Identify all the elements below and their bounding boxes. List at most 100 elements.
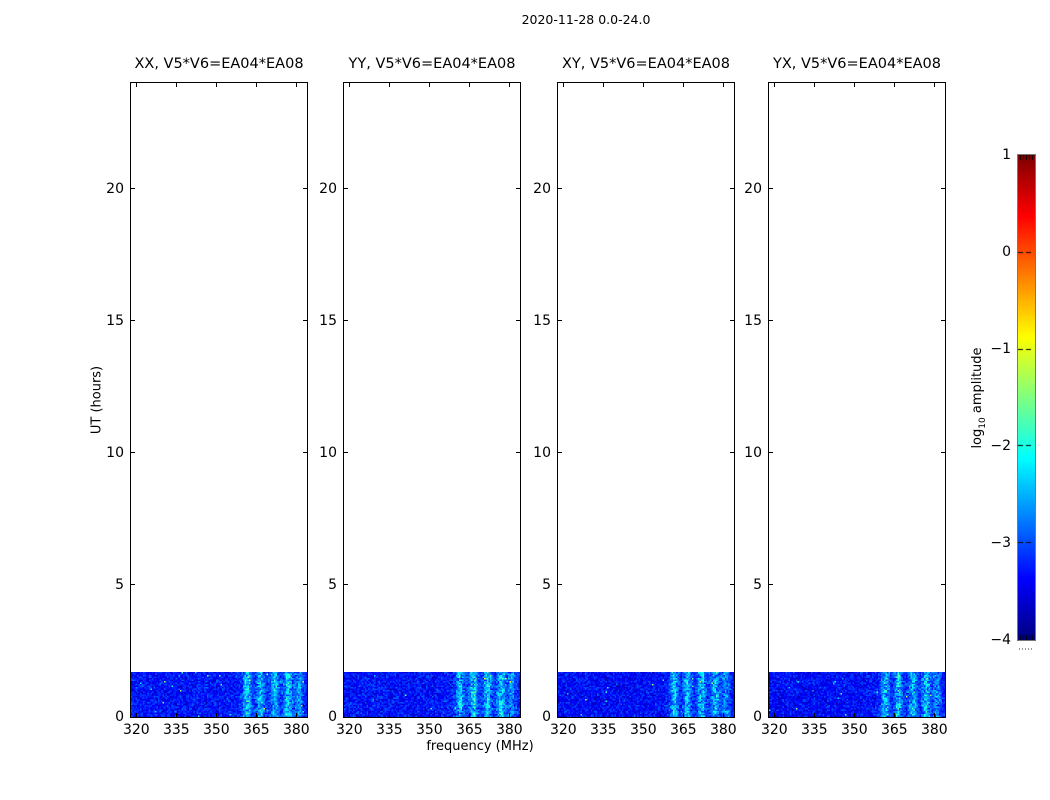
y-tick-mark [769,320,773,322]
x-tick-mark [682,83,684,87]
y-tick-mark [303,320,307,322]
y-tick-mark [769,188,773,190]
y-tick-mark [516,320,520,322]
x-tick-label: 335 [375,722,403,738]
x-tick-mark [295,713,297,717]
x-tick-mark [175,713,177,717]
y-tick-mark [516,584,520,586]
y-tick-mark [730,320,734,322]
y-tick-mark [941,188,945,190]
x-tick-label: 350 [202,722,230,738]
y-tick-mark [941,320,945,322]
y-tick-label: 0 [542,709,551,725]
x-tick-mark [468,83,470,87]
x-tick-label: 365 [455,722,483,738]
y-tick-label: 15 [106,312,124,329]
figure-title: 2020-11-28 0.0-24.0 [521,12,651,27]
y-tick-mark [558,320,562,322]
x-tick-mark [722,713,724,717]
plot-area [768,82,946,718]
y-tick-mark [516,452,520,454]
x-tick-label: 365 [880,722,908,738]
y-tick-mark [769,584,773,586]
x-axis-label: frequency (MHz) [426,739,534,754]
x-tick-mark [562,713,564,717]
x-tick-mark [602,713,604,717]
x-tick-label: 335 [162,722,190,738]
colorbar-tick-label: −3 [990,535,1011,551]
x-tick-mark [175,83,177,87]
colorbar-label-post: amplitude [970,347,986,418]
y-tick-mark [516,716,520,718]
x-tick-mark [642,83,644,87]
x-tick-mark [295,83,297,87]
y-tick-mark [131,188,135,190]
y-tick-label: 10 [533,444,551,461]
y-tick-mark [131,716,135,718]
y-tick-mark [344,188,348,190]
x-tick-mark [428,713,430,717]
y-tick-label: 0 [115,709,124,725]
y-tick-label: 5 [753,576,762,593]
y-tick-mark [516,188,520,190]
plot-area [130,82,308,718]
y-tick-label: 10 [106,444,124,461]
x-tick-mark [722,83,724,87]
y-tick-mark [131,452,135,454]
x-tick-mark [135,713,137,717]
colorbar-tick-label: 1 [1002,147,1011,163]
y-tick-mark [303,188,307,190]
colorbar-tick-label: 0 [1002,244,1011,260]
y-tick-mark [941,584,945,586]
y-tick-mark [303,584,307,586]
colorbar-end-dots [1019,648,1034,650]
x-tick-mark [255,83,257,87]
colorbar [1017,154,1036,641]
spectrogram-band [344,672,520,717]
x-tick-label: 380 [282,722,310,738]
y-tick-mark [941,452,945,454]
panel-title: YY, V5*V6=EA04*EA08 [348,56,516,72]
spectrogram-band [558,672,734,717]
y-tick-mark [344,320,348,322]
x-tick-mark [388,713,390,717]
y-tick-label: 5 [328,576,337,593]
y-tick-mark [558,452,562,454]
x-tick-label: 320 [549,722,577,738]
y-tick-mark [730,452,734,454]
plot-area [557,82,735,718]
y-tick-label: 0 [753,709,762,725]
colorbar-tick-label: −1 [990,341,1011,357]
y-tick-label: 10 [744,444,762,461]
y-tick-label: 20 [106,180,124,197]
y-tick-label: 15 [319,312,337,329]
x-tick-mark [893,83,895,87]
spectrogram-band [131,672,307,717]
y-tick-label: 0 [328,709,337,725]
y-tick-mark [131,320,135,322]
y-tick-label: 15 [533,312,551,329]
x-tick-mark [773,713,775,717]
x-tick-label: 380 [709,722,737,738]
x-tick-mark [813,83,815,87]
y-tick-mark [344,716,348,718]
x-tick-mark [508,713,510,717]
x-tick-mark [215,83,217,87]
x-tick-mark [468,713,470,717]
y-tick-label: 15 [744,312,762,329]
x-tick-mark [933,713,935,717]
y-tick-label: 20 [533,180,551,197]
panel-title: YX, V5*V6=EA04*EA08 [772,56,941,72]
x-tick-mark [853,713,855,717]
y-tick-mark [558,188,562,190]
x-tick-mark [602,83,604,87]
x-tick-label: 350 [629,722,657,738]
x-tick-mark [388,83,390,87]
x-tick-mark [135,83,137,87]
x-tick-label: 350 [840,722,868,738]
x-tick-mark [813,713,815,717]
y-axis-label: UT (hours) [89,365,105,435]
x-tick-mark [508,83,510,87]
colorbar-gradient [1018,155,1035,640]
